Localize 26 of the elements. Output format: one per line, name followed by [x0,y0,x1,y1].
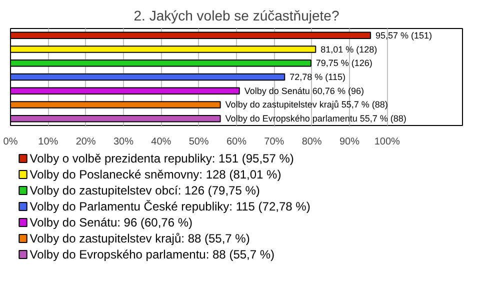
x-tick-label: 20% [76,136,96,148]
data-label: 72,78 % (115) [290,72,346,82]
legend-label: Volby do Poslanecké sněmovny: 128 (81,01 %) [30,168,282,182]
x-tick-label: 100% [374,136,400,148]
x-tick-label: 50% [188,136,209,148]
chart-title: 2. Jakých voleb se zúčastňujete? [134,8,340,24]
x-tick-label: 70% [264,136,284,148]
legend-label: Volby do Senátu: 96 (60,76 %) [30,216,193,230]
legend-label: Volby do Parlamentu České republiky: 115 (72,78 %) [30,200,310,214]
legend-label: Volby do zastupitelstev krajů: 88 (55,7 %) [30,232,250,246]
data-label: Volby do Evropského parlamentu 55,7 % (88) [225,114,406,124]
x-tick-label: 30% [113,136,134,148]
legend-label: Volby o volbě prezidenta republiky: 151 (95,57 %) [30,152,294,166]
data-label: 95,57 % (151) [375,30,432,40]
x-tick-label: 60% [226,136,247,148]
x-tick-label: 0% [3,136,18,148]
data-label: Volby do zastupitelstev krajů 55,7 % (88) [225,100,388,110]
x-tick-label: 10% [38,136,58,148]
data-label: 79,75 % (126) [316,58,372,68]
x-tick-label: 80% [302,136,322,148]
data-label: Volby do Senátu 60,76 % (96) [244,86,364,96]
data-label: 81,01 % (128) [320,44,378,54]
x-tick-label: 40% [151,136,172,148]
x-tick-label: 90% [339,136,360,148]
legend-label: Volby do zastupitelstev obcí: 126 (79,75 %) [30,184,260,198]
legend-label: Volby do Evropského parlamentu: 88 (55,7 %) [30,248,275,262]
